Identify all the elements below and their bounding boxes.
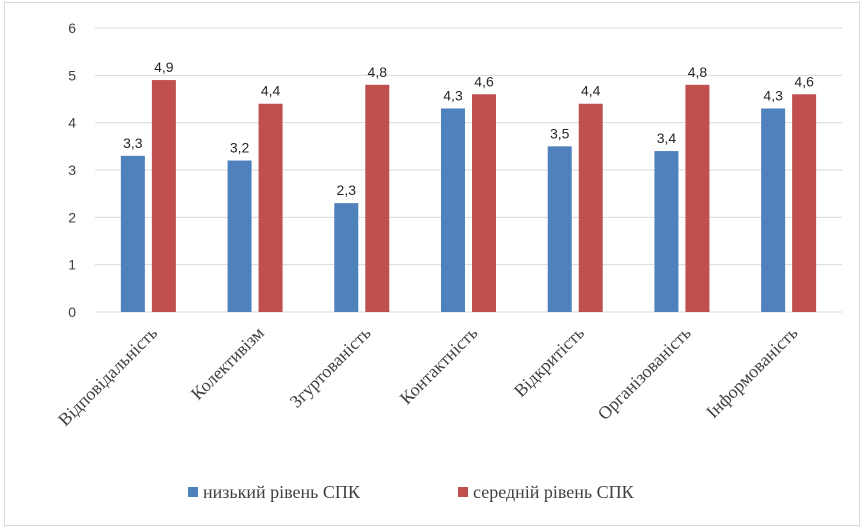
bar-mid <box>365 84 390 312</box>
legend-low-swatch <box>188 487 198 497</box>
y-tick-label: 3 <box>68 162 76 178</box>
data-label: 2,3 <box>337 182 357 198</box>
x-category-label: Відкритість <box>510 323 588 401</box>
bar-mid <box>685 84 710 312</box>
legend-mid-swatch <box>458 487 468 497</box>
data-label: 4,6 <box>794 73 814 89</box>
bar-mid <box>258 103 283 312</box>
x-category-label: Згуртованість <box>286 323 375 412</box>
bar-low <box>654 151 679 312</box>
data-label: 3,3 <box>123 135 143 151</box>
bar-mid <box>578 103 603 312</box>
legend-mid-label: середній рівень СПК <box>473 482 635 502</box>
x-category-label: Контактність <box>396 323 481 408</box>
bar-low <box>120 155 145 312</box>
data-label: 4,8 <box>368 64 388 80</box>
chart-frame <box>4 2 860 526</box>
y-tick-label: 6 <box>68 20 76 36</box>
data-label: 4,3 <box>763 87 783 103</box>
y-tick-label: 5 <box>68 67 76 83</box>
legend-low-label: низький рівень СПК <box>203 482 361 502</box>
data-label: 4,4 <box>581 83 601 99</box>
data-label: 4,8 <box>688 64 708 80</box>
y-tick-label: 0 <box>68 304 76 320</box>
x-category-label: Інформованість <box>702 323 801 422</box>
x-category-label: Відповідальність <box>54 323 161 430</box>
data-label: 4,6 <box>474 73 494 89</box>
y-tick-label: 1 <box>68 257 76 273</box>
bar-low <box>547 146 572 312</box>
data-label: 3,5 <box>550 125 570 141</box>
bar-low <box>441 108 465 312</box>
data-label: 3,4 <box>657 130 677 146</box>
bar-mid <box>151 80 176 312</box>
data-label: 4,4 <box>261 83 281 99</box>
bar-low <box>334 203 359 312</box>
bar-mid <box>792 94 817 313</box>
bar-low <box>227 160 252 312</box>
y-tick-label: 4 <box>68 115 76 131</box>
data-label: 3,2 <box>230 140 250 156</box>
x-category-label: Організованість <box>594 323 695 424</box>
data-label: 4,3 <box>443 87 463 103</box>
x-category-label: Колективізм <box>187 323 268 404</box>
y-tick-label: 2 <box>68 209 76 225</box>
bar-low <box>761 108 786 312</box>
bar-mid <box>472 94 496 313</box>
data-label: 4,9 <box>154 59 174 75</box>
